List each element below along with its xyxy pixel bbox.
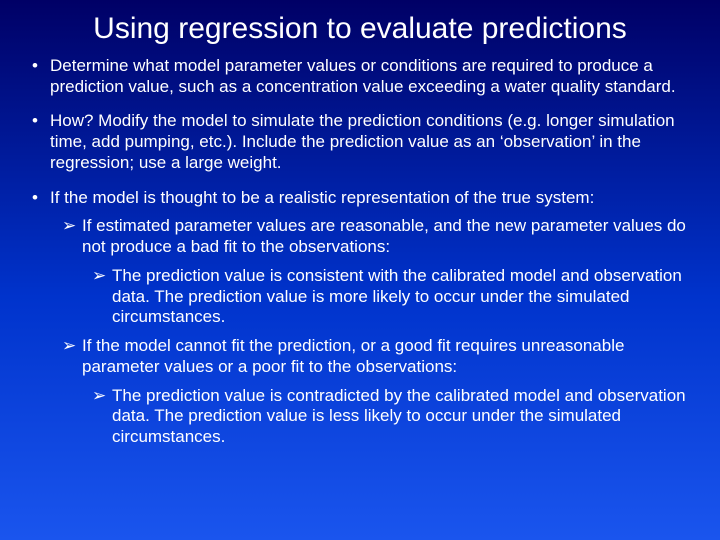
triangle-icon: ➢	[92, 386, 112, 407]
bullet-dot-icon: •	[32, 111, 50, 132]
triangle-icon: ➢	[92, 266, 112, 287]
bullet-3b-text: If the model cannot fit the prediction, …	[82, 336, 688, 377]
slide: Using regression to evaluate predictions…	[0, 0, 720, 540]
triangle-icon: ➢	[62, 216, 82, 237]
bullet-2: • How? Modify the model to simulate the …	[32, 111, 688, 173]
bullet-3a1: ➢ The prediction value is consistent wit…	[92, 266, 688, 328]
bullet-dot-icon: •	[32, 56, 50, 77]
triangle-icon: ➢	[62, 336, 82, 357]
bullet-1-text: Determine what model parameter values or…	[50, 56, 688, 97]
bullet-3a1-text: The prediction value is consistent with …	[112, 266, 688, 328]
bullet-3: • If the model is thought to be a realis…	[32, 188, 688, 448]
bullet-3b: ➢ If the model cannot fit the prediction…	[62, 336, 688, 377]
bullet-2-text: How? Modify the model to simulate the pr…	[50, 111, 688, 173]
bullet-dot-icon: •	[32, 188, 50, 209]
bullet-3a-text: If estimated parameter values are reason…	[82, 216, 688, 257]
bullet-1: • Determine what model parameter values …	[32, 56, 688, 97]
bullet-3a: ➢ If estimated parameter values are reas…	[62, 216, 688, 257]
bullet-3b1-text: The prediction value is contradicted by …	[112, 386, 688, 448]
bullet-3b1: ➢ The prediction value is contradicted b…	[92, 386, 688, 448]
bullet-3-text: If the model is thought to be a realisti…	[50, 188, 688, 209]
slide-title: Using regression to evaluate predictions	[32, 12, 688, 46]
